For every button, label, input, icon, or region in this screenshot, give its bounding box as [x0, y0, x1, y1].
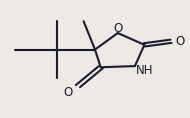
Text: NH: NH [136, 64, 153, 77]
Text: O: O [176, 35, 185, 48]
Text: O: O [113, 22, 122, 35]
Text: O: O [64, 86, 73, 99]
